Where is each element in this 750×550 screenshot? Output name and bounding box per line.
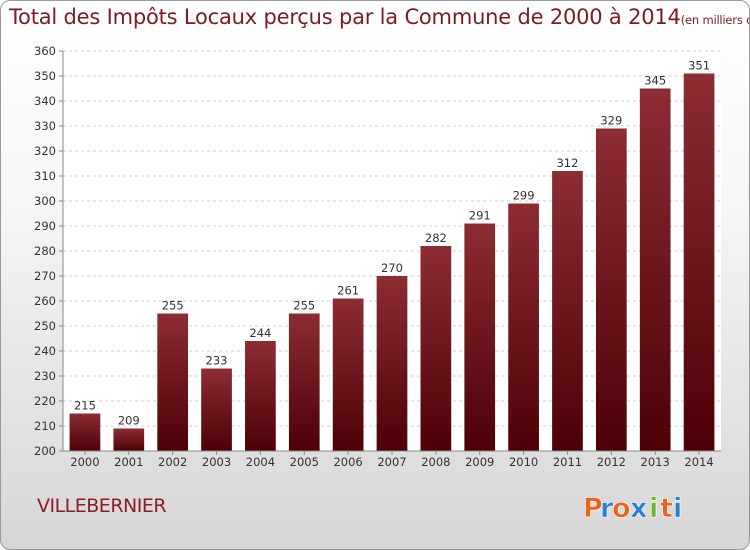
x-tick-label: 2002: [158, 455, 187, 469]
bar: [595, 128, 627, 451]
x-tick-label: 2011: [553, 455, 582, 469]
y-tick-label: 250: [34, 319, 56, 333]
y-tick-label: 330: [34, 119, 56, 133]
x-tick-label: 2012: [597, 455, 626, 469]
x-tick-label: 2009: [465, 455, 494, 469]
bar-value-label: 255: [162, 299, 184, 313]
bar: [332, 298, 364, 451]
x-tick-label: 2000: [70, 455, 99, 469]
y-tick-label: 270: [34, 269, 56, 283]
bar: [464, 223, 496, 451]
x-tick-label: 2010: [509, 455, 538, 469]
bar-value-label: 270: [381, 261, 403, 275]
y-tick-label: 260: [34, 294, 56, 308]
y-tick-label: 310: [34, 169, 56, 183]
bar-value-label: 345: [644, 74, 666, 88]
bar: [201, 368, 232, 451]
bar: [420, 246, 452, 451]
y-tick-label: 290: [34, 219, 56, 233]
bar: [639, 88, 671, 451]
bar: [113, 428, 145, 451]
proxiti-logo: Pro x i t i: [583, 493, 683, 525]
bar-value-label: 244: [249, 326, 271, 340]
y-tick-label: 230: [34, 369, 56, 383]
y-tick-label: 200: [34, 444, 56, 458]
x-tick-label: 2001: [114, 455, 143, 469]
bar: [288, 313, 320, 451]
bar-value-label: 329: [600, 114, 622, 128]
bar-value-label: 312: [556, 156, 578, 170]
commune-name: VILLEBERNIER: [37, 495, 167, 517]
logo-letter: i: [673, 493, 682, 524]
chart-title: Total des Impôts Locaux perçus par la Co…: [9, 5, 749, 29]
bar-value-label: 215: [74, 399, 96, 413]
chart-unit-note: (en milliers d'€): [680, 13, 749, 27]
logo-letter: i: [649, 493, 658, 524]
y-tick-label: 280: [34, 244, 56, 258]
x-tick-label: 2013: [641, 455, 670, 469]
x-tick-label: 2004: [246, 455, 275, 469]
bar-value-label: 282: [425, 231, 447, 245]
y-tick-label: 210: [34, 419, 56, 433]
logo-letter: x: [630, 493, 647, 524]
logo-letter: r: [600, 493, 614, 524]
logo-letter: o: [612, 493, 631, 524]
logo-letter: t: [660, 493, 673, 524]
bar-value-label: 291: [469, 209, 491, 223]
bar-value-label: 299: [513, 189, 535, 203]
bar: [683, 73, 715, 451]
x-tick-label: 2014: [684, 455, 713, 469]
bar: [376, 276, 408, 451]
y-tick-label: 340: [34, 94, 56, 108]
bar-value-label: 209: [118, 414, 140, 428]
bar-value-label: 261: [337, 284, 359, 298]
y-tick-label: 220: [34, 394, 56, 408]
bar-value-label: 255: [293, 299, 315, 313]
bar-layer: 215 209 255 233 244 255 261 270 282 291 299 312 329 3…: [69, 59, 715, 451]
bar: [245, 341, 276, 451]
bar-value-label: 233: [206, 354, 228, 368]
bar: [508, 203, 539, 451]
bar-value-label: 351: [688, 59, 710, 73]
chart-title-text: Total des Impôts Locaux perçus par la Co…: [9, 5, 681, 29]
x-tick-label: 2007: [377, 455, 406, 469]
y-tick-label: 240: [34, 344, 56, 358]
bar: [157, 313, 189, 451]
x-tick-label: 2005: [290, 455, 319, 469]
x-tick-label: 2003: [202, 455, 231, 469]
logo-letter: P: [583, 493, 603, 524]
y-tick-label: 300: [34, 194, 56, 208]
x-tick-label: 2008: [421, 455, 450, 469]
y-tick-label: 350: [34, 69, 56, 83]
bar: [69, 413, 101, 451]
x-tick-label: 2006: [333, 455, 362, 469]
y-tick-label: 320: [34, 144, 56, 158]
axis-layer: 200 210 220 230 240 250 260 270 280 290 300 310 320 3…: [34, 44, 721, 469]
y-tick-label: 360: [34, 44, 56, 58]
bar: [552, 171, 583, 451]
